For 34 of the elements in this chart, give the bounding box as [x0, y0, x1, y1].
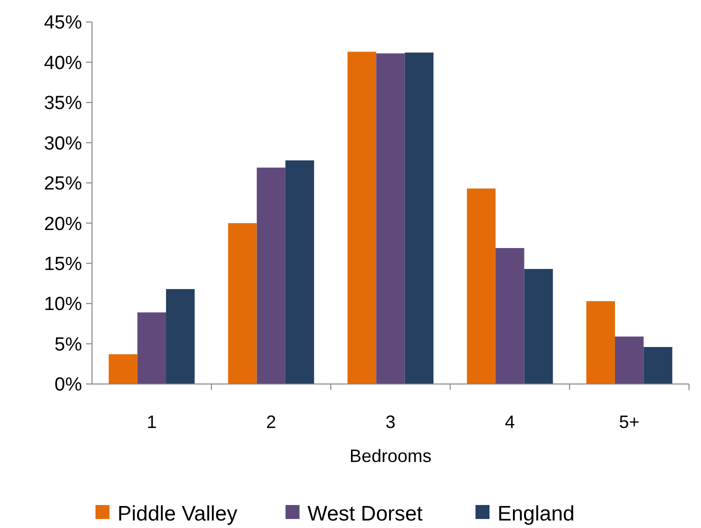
bar: [166, 289, 195, 384]
y-tick-label: 5%: [54, 334, 82, 356]
bar: [348, 52, 376, 384]
bar: [586, 301, 615, 384]
x-tick-label: 1: [146, 412, 157, 432]
bar: [404, 52, 434, 384]
y-tick-label: 30%: [44, 133, 82, 154]
bar: [137, 312, 166, 384]
bar: [108, 354, 138, 384]
y-tick-label: 45%: [44, 12, 82, 34]
bar: [496, 248, 524, 384]
x-tick-label: 3: [385, 412, 396, 432]
y-tick-label: 35%: [44, 93, 82, 114]
bar: [466, 188, 496, 384]
y-tick-label: 15%: [44, 254, 82, 275]
x-axis-title: Bedrooms: [349, 446, 432, 466]
bar: [524, 268, 553, 384]
legend-label: West Dorset: [308, 502, 423, 526]
x-tick-label: 5+: [619, 412, 640, 432]
y-tick-label: 0%: [54, 374, 82, 396]
y-tick-label: 40%: [44, 52, 82, 74]
y-tick-label: 25%: [44, 174, 82, 195]
bar: [228, 223, 257, 384]
bar: [285, 160, 314, 384]
bar: [644, 346, 672, 384]
legend-label: Piddle Valley: [118, 502, 238, 526]
bar: [256, 168, 286, 384]
legend-label: England: [498, 502, 575, 526]
x-tick-label: 4: [504, 412, 515, 432]
bar: [376, 53, 405, 384]
x-tick-label: 2: [266, 412, 276, 432]
y-tick-label: 20%: [44, 214, 82, 235]
bar: [614, 336, 644, 384]
y-tick-label: 10%: [44, 294, 82, 316]
